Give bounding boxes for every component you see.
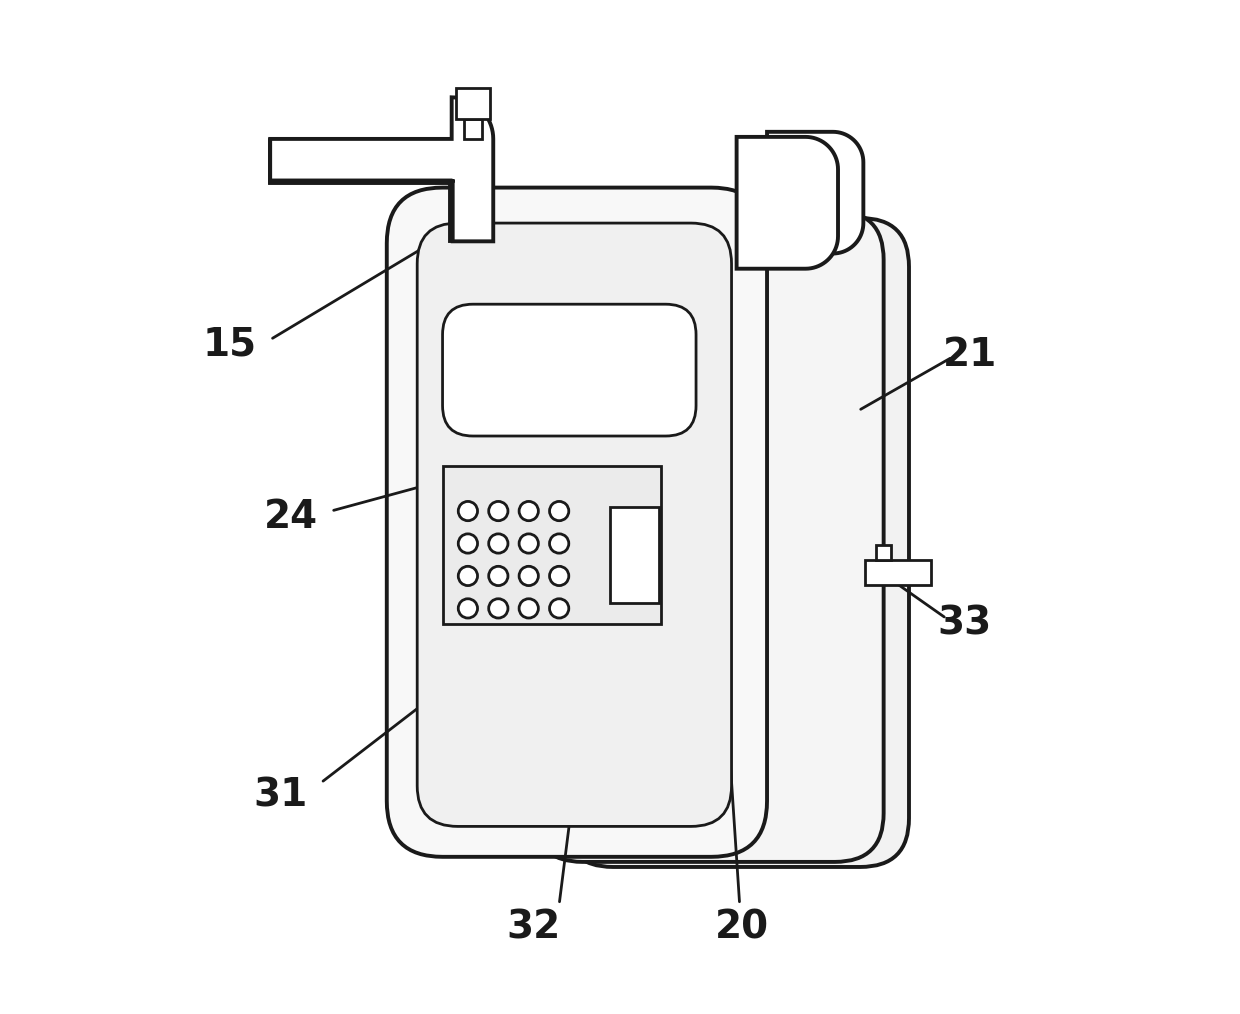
Circle shape	[489, 598, 508, 618]
Polygon shape	[270, 97, 494, 241]
Text: 32: 32	[507, 909, 560, 947]
Text: 21: 21	[942, 336, 997, 374]
FancyBboxPatch shape	[417, 223, 732, 826]
Bar	[610, 507, 658, 603]
Bar	[456, 88, 490, 119]
Circle shape	[520, 566, 538, 585]
Circle shape	[520, 501, 538, 521]
Bar	[875, 545, 890, 560]
Circle shape	[549, 501, 569, 521]
Bar	[270, 140, 448, 183]
Circle shape	[549, 598, 569, 618]
Circle shape	[549, 566, 569, 585]
Text: 24: 24	[263, 498, 317, 536]
Circle shape	[459, 566, 477, 585]
Circle shape	[520, 598, 538, 618]
Bar	[450, 141, 472, 182]
Circle shape	[489, 566, 508, 585]
Text: 15: 15	[202, 325, 257, 364]
FancyBboxPatch shape	[387, 188, 768, 857]
Polygon shape	[737, 137, 838, 269]
Circle shape	[489, 533, 508, 554]
Bar	[866, 560, 931, 585]
Circle shape	[459, 598, 477, 618]
Circle shape	[489, 501, 508, 521]
Bar	[443, 466, 661, 624]
Bar	[450, 161, 490, 241]
Text: 20: 20	[714, 909, 769, 947]
Text: 33: 33	[937, 604, 992, 643]
Bar	[270, 141, 472, 182]
FancyBboxPatch shape	[443, 304, 696, 436]
Circle shape	[520, 533, 538, 554]
FancyBboxPatch shape	[564, 218, 909, 867]
Bar	[464, 119, 482, 139]
Polygon shape	[768, 132, 863, 254]
Circle shape	[549, 533, 569, 554]
FancyBboxPatch shape	[533, 211, 884, 862]
Circle shape	[459, 533, 477, 554]
Circle shape	[459, 501, 477, 521]
Text: 31: 31	[253, 777, 308, 815]
